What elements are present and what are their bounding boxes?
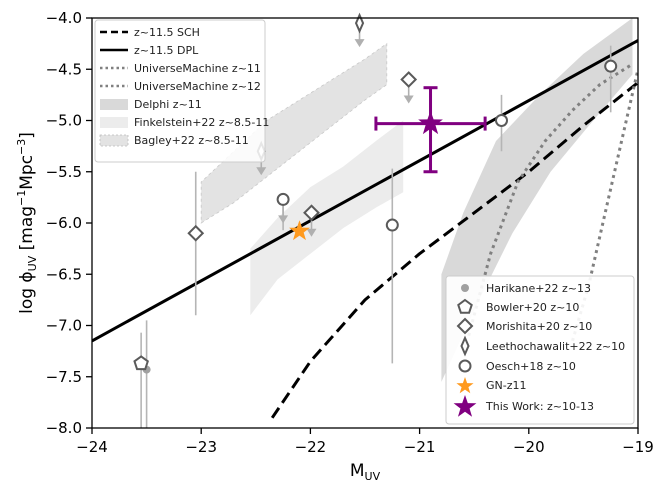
- point-morishita-20-z-10: [303, 204, 320, 222]
- legend-marker-harikane: [461, 284, 469, 292]
- point-gn-z11: [289, 220, 310, 241]
- legend-marker-leethochawalit: [460, 335, 470, 357]
- y-axis-label: log ϕUV [mag−1Mpc−3]: [15, 132, 39, 314]
- legend-label-um12: UniverseMachine z~12: [134, 80, 261, 93]
- legend-marker-morishita: [456, 317, 474, 335]
- legend-marker-gn-z11: [456, 377, 474, 394]
- legend-upper-left-box: [94, 19, 266, 163]
- upper-limit-arrow: [306, 228, 317, 237]
- y-tick-label: −6.0: [46, 214, 82, 232]
- y-tick-label: −4.5: [46, 60, 82, 78]
- legend-marker-this-work: [453, 395, 477, 417]
- legend-swatch-finkelstein: [100, 117, 128, 128]
- legend-lower-right-box: [445, 275, 635, 425]
- upper-limit-arrow: [403, 95, 414, 104]
- legend-swatch-bagley: [99, 134, 129, 147]
- upper-limit-arrow: [278, 215, 289, 224]
- y-tick-label: −5.0: [46, 112, 82, 130]
- legend-label-this-work: This Work: z~10-13: [485, 400, 594, 413]
- line-z-11-5-dpl: [92, 39, 638, 343]
- point-morishita-20-z-10: [400, 71, 418, 88]
- lines-layer: [92, 39, 638, 419]
- point-oesch-18-z-10: [385, 218, 399, 232]
- legend-upper-left: z~11.5 SCH z~11.5 DPL UniverseMachine z~…: [94, 19, 269, 163]
- point-oesch-18-z-10: [604, 59, 618, 73]
- point-oesch-18-z-10: [276, 192, 290, 206]
- point-this-work-z-10-13: [418, 110, 443, 135]
- point-bowler-20-z-10: [133, 355, 149, 371]
- x-tick-label: −20: [513, 438, 545, 456]
- x-axis-ticks: −24 −23 −22 −21 −20 −19: [76, 428, 654, 456]
- x-tick-label: −22: [295, 438, 327, 456]
- y-tick-label: −7.0: [46, 317, 82, 335]
- x-axis-label: MUV: [350, 461, 381, 483]
- legend-label-bowler: Bowler+20 z~10: [486, 301, 579, 314]
- y-tick-label: −8.0: [46, 419, 82, 437]
- upper-limit-arrow: [354, 39, 365, 48]
- y-tick-label: −6.5: [46, 265, 82, 283]
- y-tick-label: −4.0: [46, 9, 82, 27]
- line-z-11-5-sch: [270, 81, 638, 419]
- x-tick-label: −24: [76, 438, 108, 456]
- legend-label-finkelstein: Finkelstein+22 z~8.5-11: [134, 116, 269, 129]
- legend-label-morishita: Morishita+20 z~10: [486, 320, 592, 333]
- legend-marker-oesch: [458, 359, 472, 373]
- legend-label-leethochawalit: Leethochawalit+22 z~10: [486, 340, 625, 353]
- y-tick-label: −7.5: [46, 368, 82, 386]
- legend-lower-right: Harikane+22 z~13 Bowler+20 z~10 Morishit…: [445, 275, 635, 425]
- y-tick-label: −5.5: [46, 163, 82, 181]
- line-universemachine-z-11: [467, 62, 634, 337]
- points-layer: [133, 12, 618, 428]
- x-tick-label: −23: [185, 438, 217, 456]
- legend-label-harikane: Harikane+22 z~13: [486, 282, 591, 295]
- x-tick-label: −19: [622, 438, 654, 456]
- legend-label-um11: UniverseMachine z~11: [134, 62, 261, 75]
- x-tick-label: −21: [404, 438, 436, 456]
- point-leethochawalit-22-z-10: [354, 12, 365, 34]
- y-axis-ticks: −8.0 −7.5 −7.0 −6.5 −6.0 −5.5 −5.0 −4.5 −4.0: [46, 9, 92, 437]
- band-finkelstein-22-z-8-5-11: [250, 120, 404, 316]
- upper-limit-arrow: [256, 167, 267, 176]
- point-morishita-20-z-10: [187, 224, 205, 242]
- point-oesch-18-z-10: [495, 114, 508, 127]
- legend-marker-bowler: [457, 298, 473, 314]
- legend-label-dpl: z~11.5 DPL: [134, 44, 199, 57]
- legend-label-sch: z~11.5 SCH: [134, 26, 200, 39]
- legend-label-oesch: Oesch+18 z~10: [486, 360, 576, 373]
- legend-label-delphi: Delphi z~11: [134, 98, 202, 111]
- legend-label-bagley: Bagley+22 z~8.5-11: [134, 134, 249, 147]
- band-delphi-z-11: [441, 18, 633, 382]
- legend-label-gn-z11: GN-z11: [486, 379, 527, 392]
- legend-swatch-delphi: [100, 99, 128, 110]
